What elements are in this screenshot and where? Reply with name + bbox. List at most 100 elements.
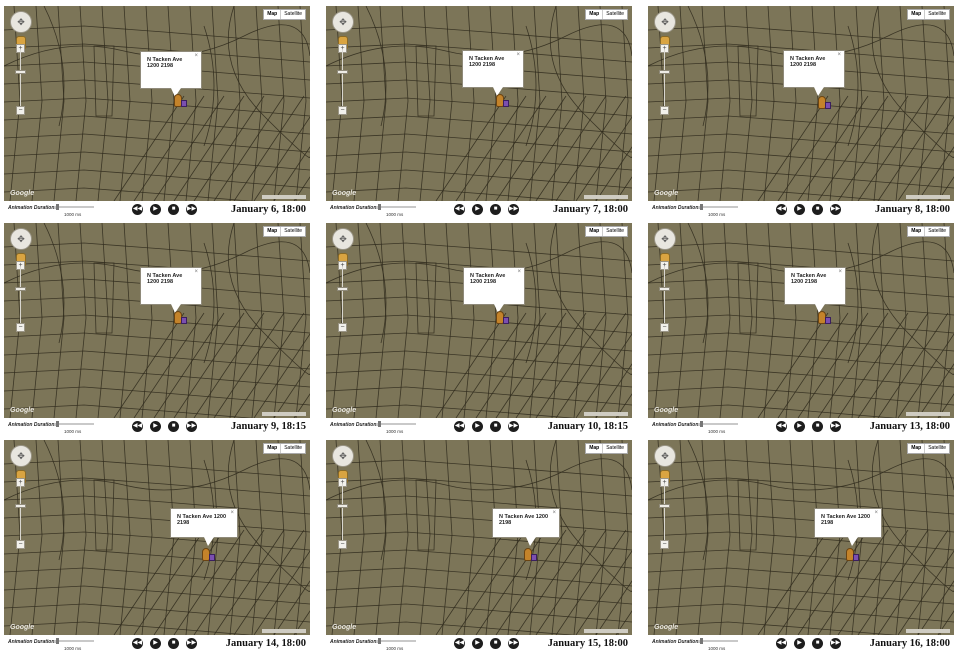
stop-button[interactable]: ■: [490, 638, 501, 649]
map-terms-bar[interactable]: [262, 195, 306, 199]
close-icon[interactable]: ×: [194, 269, 198, 275]
close-icon[interactable]: ×: [837, 52, 841, 58]
pan-control[interactable]: ✥: [654, 228, 676, 250]
map-type-map-button[interactable]: Map: [264, 444, 282, 453]
map-type-satellite-button[interactable]: Satellite: [606, 228, 624, 234]
rewind-button[interactable]: ◀◀: [776, 421, 787, 432]
map-type-map-button[interactable]: Map: [264, 227, 282, 236]
zoom-out-button[interactable]: −: [660, 540, 669, 549]
map-view[interactable]: ✥ + − Map Satellite × N Tacken Ave 1200 …: [648, 440, 954, 635]
rewind-button[interactable]: ◀◀: [776, 638, 787, 649]
map-terms-bar[interactable]: [584, 412, 628, 416]
duration-slider[interactable]: [698, 640, 738, 642]
fast-forward-button[interactable]: ▶▶: [830, 638, 841, 649]
map-type-control[interactable]: Map Satellite: [263, 226, 306, 237]
close-icon[interactable]: ×: [517, 269, 521, 275]
duration-slider[interactable]: [376, 206, 416, 208]
fast-forward-button[interactable]: ▶▶: [830, 421, 841, 432]
duration-slider[interactable]: [54, 423, 94, 425]
map-view[interactable]: ✥ + − Map Satellite × N Tacken Ave 1200 …: [648, 223, 954, 418]
zoom-slider-track[interactable]: [20, 50, 21, 112]
map-type-control[interactable]: Map Satellite: [585, 443, 628, 454]
map-terms-bar[interactable]: [906, 629, 950, 633]
close-icon[interactable]: ×: [874, 510, 878, 516]
map-type-satellite-button[interactable]: Satellite: [284, 11, 302, 17]
fast-forward-button[interactable]: ▶▶: [830, 204, 841, 215]
rewind-button[interactable]: ◀◀: [454, 204, 465, 215]
play-button[interactable]: ▶: [150, 638, 161, 649]
fast-forward-button[interactable]: ▶▶: [186, 421, 197, 432]
stop-button[interactable]: ■: [168, 421, 179, 432]
duration-slider-knob[interactable]: [700, 421, 703, 427]
zoom-slider-knob[interactable]: [337, 70, 348, 74]
play-button[interactable]: ▶: [472, 638, 483, 649]
duration-slider[interactable]: [54, 206, 94, 208]
zoom-slider-knob[interactable]: [15, 504, 26, 508]
play-button[interactable]: ▶: [794, 421, 805, 432]
play-button[interactable]: ▶: [472, 204, 483, 215]
zoom-slider-knob[interactable]: [659, 504, 670, 508]
duration-slider-knob[interactable]: [378, 421, 381, 427]
map-type-satellite-button[interactable]: Satellite: [284, 445, 302, 451]
rewind-button[interactable]: ◀◀: [454, 421, 465, 432]
map-type-control[interactable]: Map Satellite: [907, 443, 950, 454]
rewind-button[interactable]: ◀◀: [132, 638, 143, 649]
play-button[interactable]: ▶: [150, 204, 161, 215]
pan-control[interactable]: ✥: [654, 445, 676, 467]
close-icon[interactable]: ×: [838, 269, 842, 275]
zoom-slider-track[interactable]: [342, 50, 343, 112]
duration-slider[interactable]: [376, 640, 416, 642]
map-type-satellite-button[interactable]: Satellite: [928, 228, 946, 234]
map-type-map-button[interactable]: Map: [908, 10, 926, 19]
rewind-button[interactable]: ◀◀: [132, 421, 143, 432]
pan-control[interactable]: ✥: [10, 228, 32, 250]
pan-control[interactable]: ✥: [10, 11, 32, 33]
map-view[interactable]: ✥ + − Map Satellite × N Tacken Ave 1200 …: [4, 6, 310, 201]
map-terms-bar[interactable]: [906, 412, 950, 416]
fast-forward-button[interactable]: ▶▶: [508, 421, 519, 432]
map-type-control[interactable]: Map Satellite: [907, 226, 950, 237]
map-view[interactable]: ✥ + − Map Satellite × N Tacken Ave 1200 …: [326, 6, 632, 201]
zoom-out-button[interactable]: −: [338, 106, 347, 115]
zoom-out-button[interactable]: −: [16, 323, 25, 332]
close-icon[interactable]: ×: [194, 53, 198, 59]
zoom-slider-track[interactable]: [664, 484, 665, 546]
map-type-satellite-button[interactable]: Satellite: [928, 445, 946, 451]
map-view[interactable]: ✥ + − Map Satellite × N Tacken Ave 1200 …: [648, 6, 954, 201]
close-icon[interactable]: ×: [230, 510, 234, 516]
map-view[interactable]: ✥ + − Map Satellite × N Tacken Ave 1200 …: [326, 440, 632, 635]
map-type-control[interactable]: Map Satellite: [585, 226, 628, 237]
duration-slider-knob[interactable]: [700, 204, 703, 210]
zoom-slider-track[interactable]: [342, 267, 343, 329]
zoom-out-button[interactable]: −: [338, 540, 347, 549]
pan-control[interactable]: ✥: [332, 11, 354, 33]
pan-control[interactable]: ✥: [332, 445, 354, 467]
zoom-out-button[interactable]: −: [16, 540, 25, 549]
map-type-map-button[interactable]: Map: [586, 227, 604, 236]
duration-slider-knob[interactable]: [56, 421, 59, 427]
fast-forward-button[interactable]: ▶▶: [508, 638, 519, 649]
stop-button[interactable]: ■: [490, 421, 501, 432]
duration-slider-knob[interactable]: [378, 204, 381, 210]
map-type-satellite-button[interactable]: Satellite: [284, 228, 302, 234]
play-button[interactable]: ▶: [794, 204, 805, 215]
close-icon[interactable]: ×: [552, 510, 556, 516]
zoom-slider-knob[interactable]: [15, 287, 26, 291]
stop-button[interactable]: ■: [812, 421, 823, 432]
zoom-out-button[interactable]: −: [660, 106, 669, 115]
map-type-control[interactable]: Map Satellite: [263, 9, 306, 20]
map-type-map-button[interactable]: Map: [908, 227, 926, 236]
play-button[interactable]: ▶: [794, 638, 805, 649]
stop-button[interactable]: ■: [812, 204, 823, 215]
zoom-slider-knob[interactable]: [337, 504, 348, 508]
map-terms-bar[interactable]: [262, 629, 306, 633]
zoom-slider-track[interactable]: [342, 484, 343, 546]
rewind-button[interactable]: ◀◀: [454, 638, 465, 649]
map-type-satellite-button[interactable]: Satellite: [606, 445, 624, 451]
map-type-satellite-button[interactable]: Satellite: [606, 11, 624, 17]
zoom-slider-knob[interactable]: [15, 70, 26, 74]
duration-slider-knob[interactable]: [56, 204, 59, 210]
zoom-slider-knob[interactable]: [337, 287, 348, 291]
zoom-out-button[interactable]: −: [338, 323, 347, 332]
duration-slider[interactable]: [698, 206, 738, 208]
